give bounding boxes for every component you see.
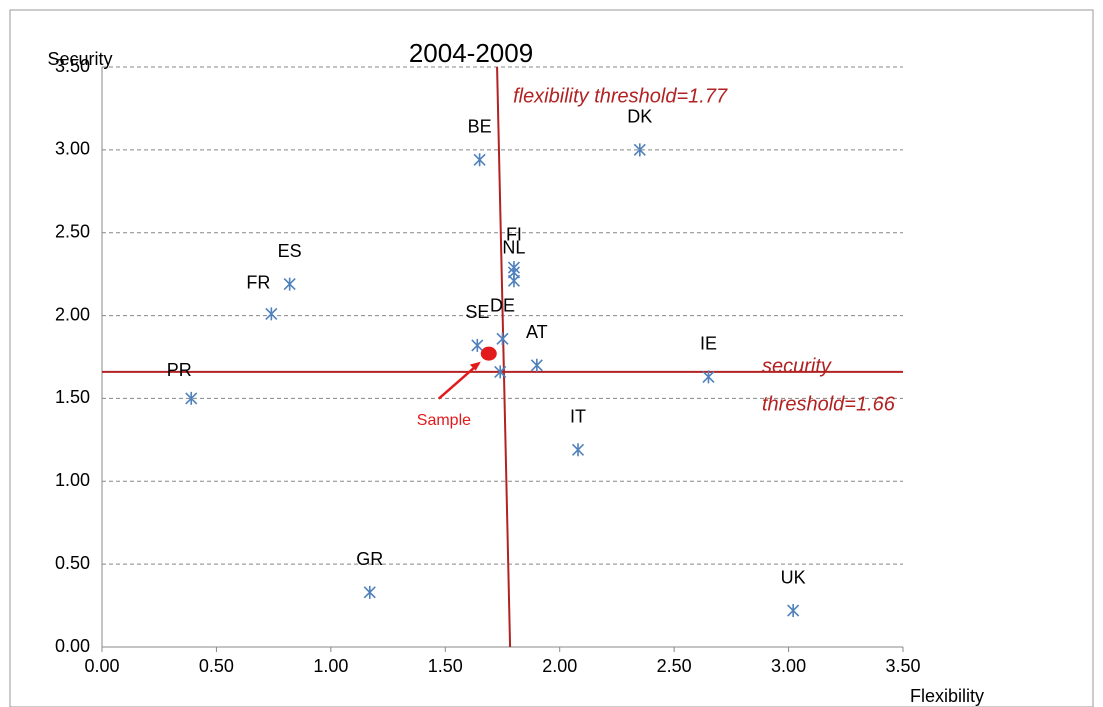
x-tick-label: 0.50: [199, 656, 234, 676]
x-tick-label: 0.00: [84, 656, 119, 676]
point: [702, 370, 715, 384]
flexibility-threshold: [496, 66, 512, 648]
sample-point: [480, 346, 497, 361]
point-label: IT: [570, 407, 586, 427]
point: [494, 365, 507, 379]
annotation-arrow: [437, 362, 480, 400]
chart-border: [9, 9, 1094, 707]
point: [265, 307, 278, 321]
point-label: ES: [278, 241, 302, 261]
y-tick-label: 2.50: [55, 221, 90, 241]
point: [473, 153, 486, 167]
point-label: FR: [246, 273, 270, 293]
y-axis-label: Security: [47, 49, 112, 69]
x-tick-label: 2.50: [657, 656, 692, 676]
x-tick-label: 1.50: [428, 656, 463, 676]
point: [185, 391, 198, 405]
point: [633, 143, 646, 157]
point-label: DK: [627, 107, 652, 127]
point: [530, 358, 543, 372]
point: [496, 332, 509, 346]
point-label: UK: [781, 567, 806, 587]
point-label: BE: [468, 117, 492, 137]
y-tick-label: 2.00: [55, 304, 90, 324]
threshold-label: flexibility threshold=1.77: [513, 85, 728, 107]
point-label: IE: [700, 334, 717, 354]
point-label: SE: [465, 302, 489, 322]
y-tick-label: 0.00: [55, 636, 90, 656]
y-tick-label: 1.00: [55, 470, 90, 490]
x-axis-label: Flexibility: [910, 686, 984, 706]
annotation: Sample: [417, 412, 471, 429]
point-label: AT: [526, 322, 548, 342]
point: [471, 338, 484, 352]
y-tick-label: 3.00: [55, 139, 90, 159]
x-tick-label: 3.00: [771, 656, 806, 676]
y-tick-label: 3.50: [55, 56, 90, 76]
chart-title: 2004-2009: [409, 38, 533, 68]
point-label: DE: [490, 296, 515, 316]
point: [787, 604, 800, 618]
x-tick-label: 3.50: [885, 656, 920, 676]
point: [571, 443, 585, 457]
threshold-label: threshold=1.66: [762, 393, 896, 415]
point: [507, 265, 521, 279]
threshold-label: security: [762, 355, 832, 377]
point-label: NL: [502, 238, 525, 258]
annotation-arrowhead: [469, 361, 481, 371]
y-tick-label: 0.50: [55, 553, 90, 573]
point-label: FI: [506, 224, 522, 244]
point: [363, 585, 376, 599]
x-tick-label: 2.00: [542, 656, 577, 676]
x-tick-label: 1.00: [313, 656, 348, 676]
point-label: GR: [356, 549, 383, 569]
point: [283, 277, 296, 291]
point-label: PR: [167, 360, 192, 380]
y-tick-label: 1.50: [55, 387, 90, 407]
